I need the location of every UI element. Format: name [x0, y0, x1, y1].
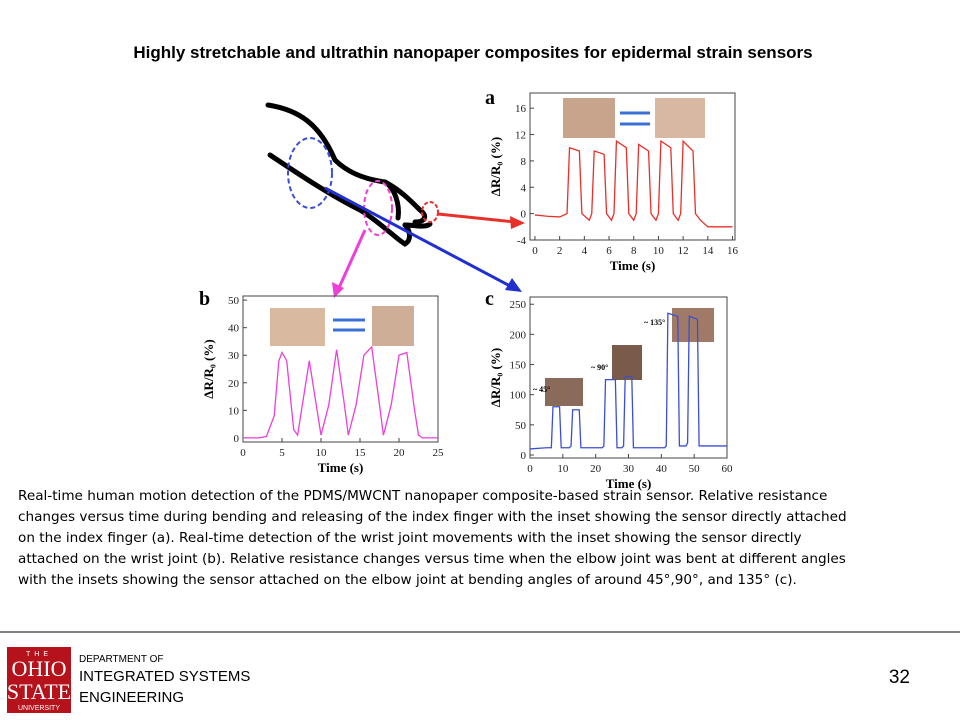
x-tick-label: 25: [433, 447, 445, 459]
x-tick-label: 0: [532, 245, 538, 257]
x-axis-label: Time (s): [610, 258, 656, 273]
x-tick-label: 60: [722, 463, 734, 475]
y-tick-label: 0: [234, 433, 240, 445]
y-tick-label: 12: [515, 130, 526, 142]
y-tick-label: 20: [228, 378, 240, 390]
logo-text: OHIO: [12, 656, 67, 681]
department: INTEGRATED SYSTEMS: [79, 668, 250, 685]
x-tick-label: 8: [631, 245, 637, 257]
caption-line: attached on the wrist joint (b). Relativ…: [18, 551, 846, 567]
x-tick-label: 14: [702, 245, 714, 257]
y-tick-label: 200: [510, 329, 527, 341]
caption-line: on the index finger (a). Real-time detec…: [18, 530, 802, 546]
x-tick-label: 2: [557, 245, 563, 257]
slide-title: Highly stretchable and ultrathin nanopap…: [133, 43, 812, 62]
x-axis-label: Time (s): [606, 476, 652, 491]
x-axis-label: Time (s): [318, 460, 364, 475]
y-tick-label: 16: [515, 103, 527, 115]
x-tick-label: 0: [240, 447, 246, 459]
panel-label: b: [199, 288, 210, 310]
plot-frame: [242, 295, 439, 443]
y-axis-label: ΔR/R₀ (%): [488, 137, 503, 196]
x-tick-label: 10: [653, 245, 665, 257]
y-tick-label: 50: [228, 295, 240, 307]
x-tick-label: 10: [316, 447, 328, 459]
x-tick-label: 20: [590, 463, 602, 475]
page-number: 32: [889, 667, 910, 688]
y-tick-label: 50: [515, 420, 527, 432]
inset-photos: [270, 98, 714, 406]
data-line: [243, 345, 438, 439]
y-tick-label: 8: [521, 156, 527, 168]
finger-marker: [363, 180, 393, 236]
logo-text: UNIVERSITY: [18, 705, 60, 712]
x-tick-label: 4: [582, 245, 588, 257]
wrist-marker: [287, 137, 333, 209]
caption-line: with the insets showing the sensor attac…: [18, 572, 797, 588]
x-tick-label: 5: [279, 447, 285, 459]
x-tick-label: 50: [689, 463, 701, 475]
annotation: ~ 135°: [644, 318, 665, 327]
x-tick-label: 30: [623, 463, 635, 475]
x-tick-label: 6: [606, 245, 612, 257]
y-tick-label: 4: [521, 182, 527, 194]
y-tick-label: 0: [521, 450, 527, 462]
y-axis-label: ΔR/R₀ (%): [201, 339, 216, 398]
y-tick-label: 30: [228, 350, 240, 362]
y-tick-label: 100: [510, 390, 527, 402]
y-tick-label: 250: [510, 299, 527, 311]
y-tick-label: -4: [517, 235, 527, 247]
y-axis-label: ΔR/R₀ (%): [488, 348, 503, 407]
logo: [7, 647, 71, 713]
panel-label: c: [485, 288, 494, 310]
department: DEPARTMENT OF: [79, 654, 163, 665]
logo-text: THE: [26, 651, 52, 658]
hand-drawing: [265, 102, 433, 247]
y-tick-label: 150: [510, 360, 527, 372]
x-tick-label: 12: [678, 245, 689, 257]
x-tick-label: 20: [394, 447, 406, 459]
x-tick-label: 10: [557, 463, 569, 475]
caption-line: changes versus time during bending and r…: [18, 509, 847, 525]
y-tick-label: 0: [521, 209, 527, 221]
data-line: [529, 312, 727, 450]
data-line: [534, 139, 733, 228]
plot-frame: [529, 92, 736, 241]
y-tick-label: 40: [228, 323, 240, 335]
x-tick-label: 15: [355, 447, 367, 459]
tip-marker: [421, 201, 439, 223]
x-tick-label: 16: [727, 245, 739, 257]
x-tick-label: 0: [527, 463, 533, 475]
arrows: [324, 186, 525, 298]
logo-text: STATE: [7, 679, 71, 704]
annotation: ~ 45°: [533, 385, 550, 394]
panel-label: a: [485, 87, 495, 109]
caption: Real-time human motion detection of the …: [18, 488, 847, 588]
x-tick-label: 40: [656, 463, 668, 475]
department: ENGINEERING: [79, 689, 184, 706]
annotation: ~ 90°: [591, 363, 608, 372]
caption-line: Real-time human motion detection of the …: [18, 488, 827, 504]
y-tick-label: 10: [228, 405, 240, 417]
